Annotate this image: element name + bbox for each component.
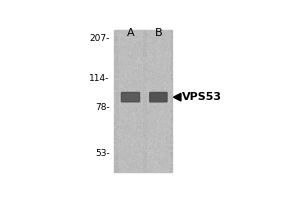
Bar xyxy=(147,30,170,172)
Text: B: B xyxy=(154,28,162,38)
FancyBboxPatch shape xyxy=(122,92,140,102)
Text: VPS53: VPS53 xyxy=(182,92,222,102)
Text: 114-: 114- xyxy=(89,74,110,83)
Text: 78-: 78- xyxy=(95,103,110,112)
FancyBboxPatch shape xyxy=(150,92,167,102)
Bar xyxy=(119,30,142,172)
Text: 53-: 53- xyxy=(95,149,110,158)
Text: 207-: 207- xyxy=(89,34,110,43)
Bar xyxy=(114,30,172,172)
Text: A: A xyxy=(127,28,134,38)
Polygon shape xyxy=(173,93,181,101)
